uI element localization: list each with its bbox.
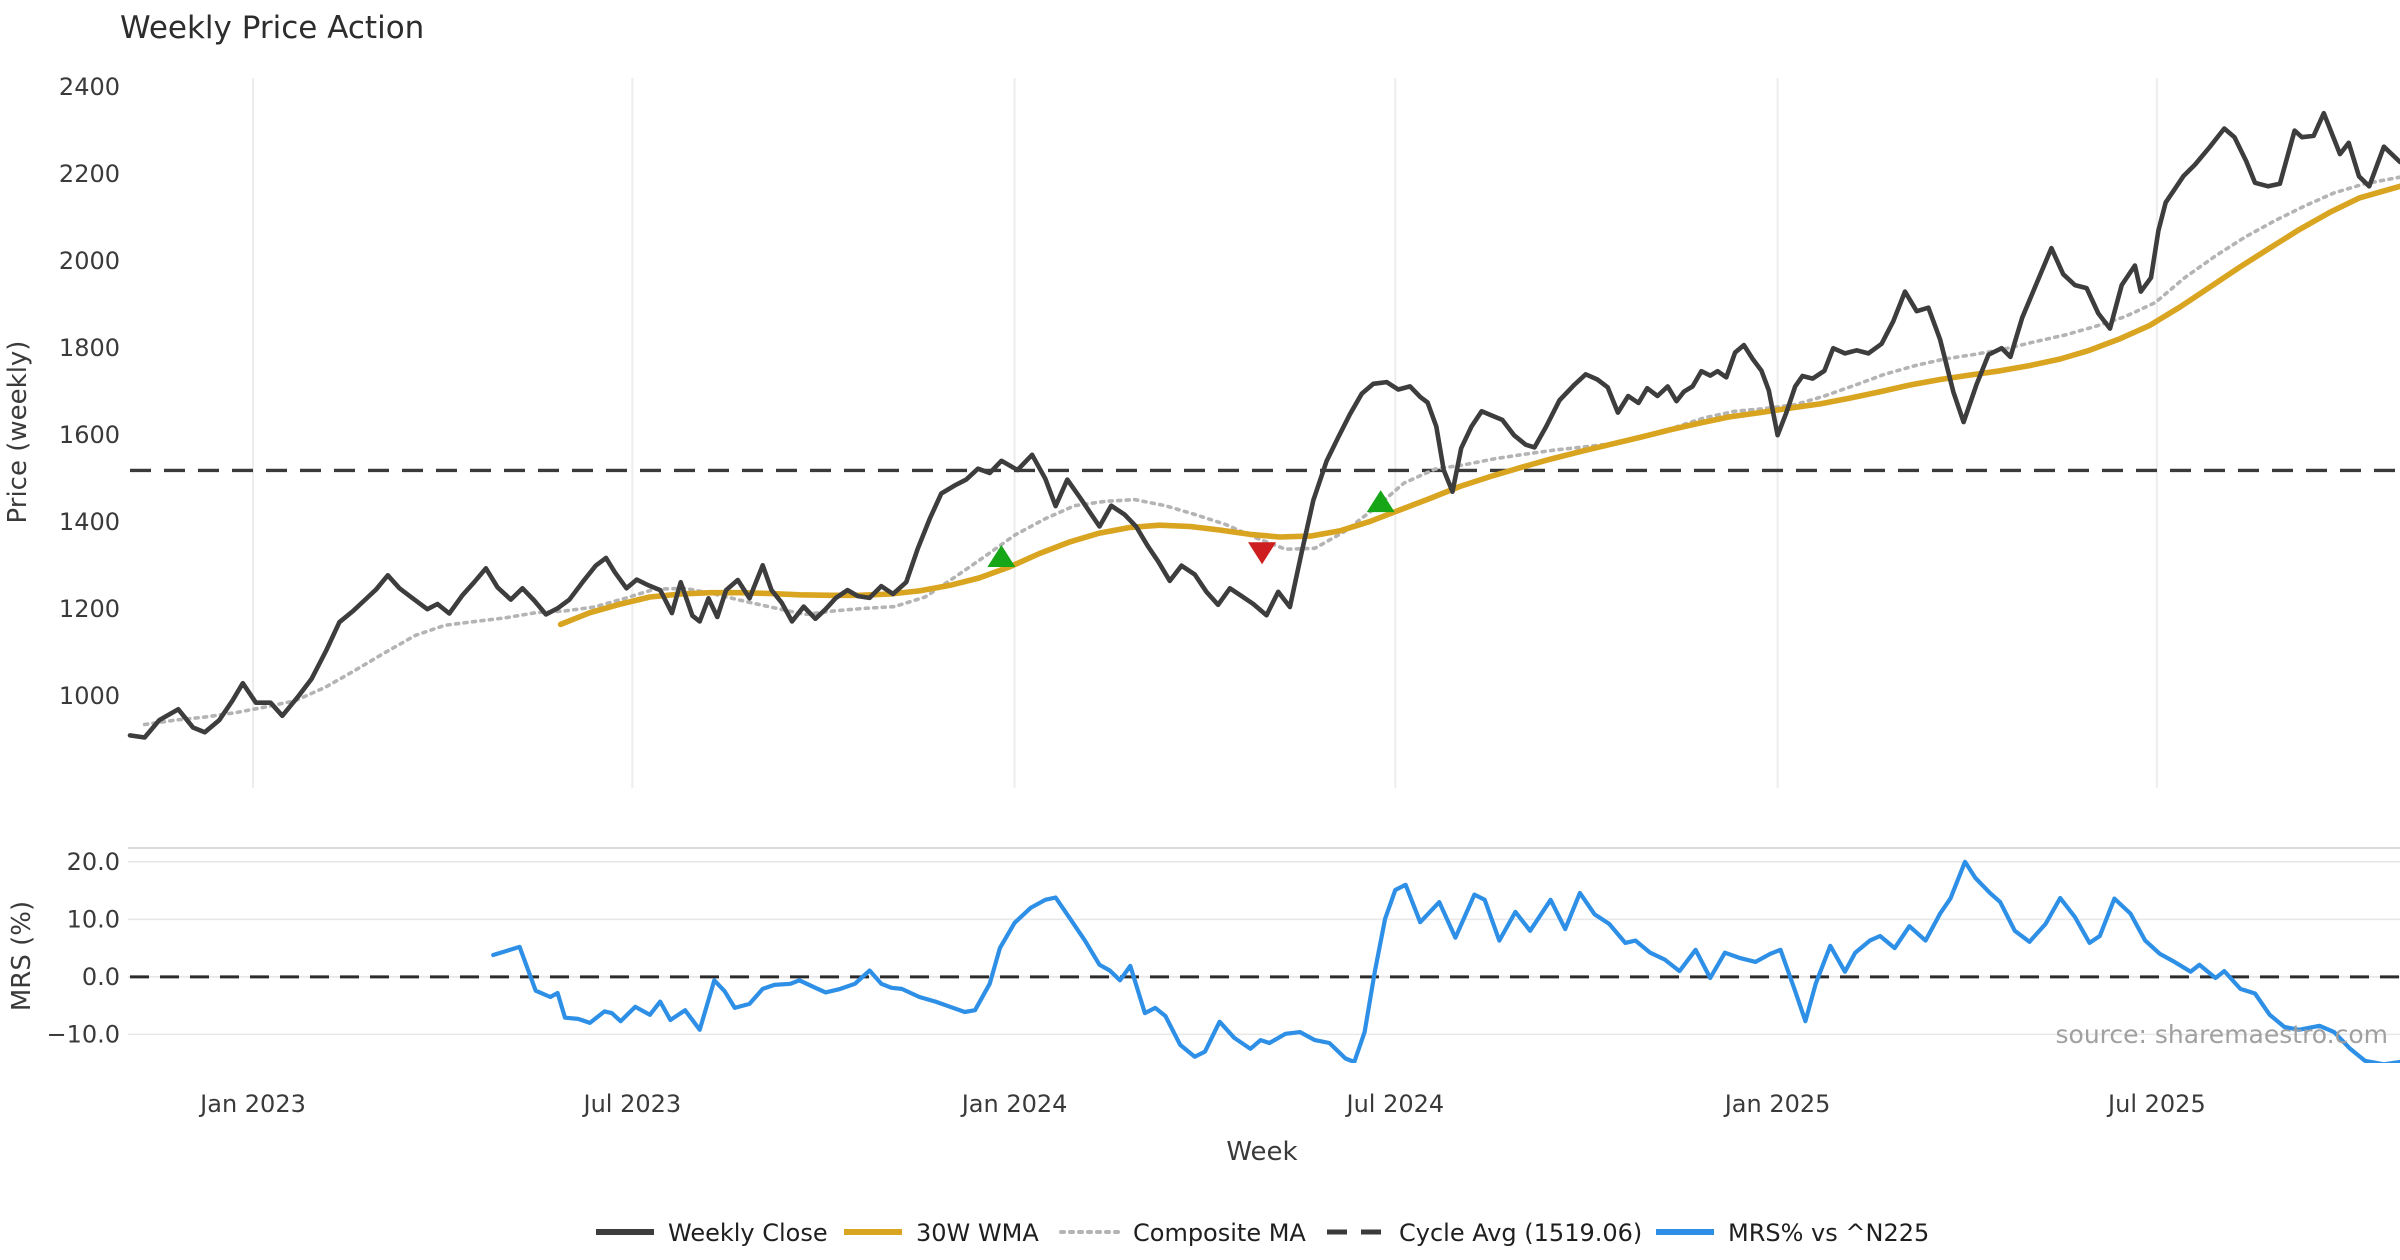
legend-label-0: Weekly Close	[668, 1219, 828, 1247]
week-axis-title: Week	[1226, 1137, 1297, 1167]
mrs-tick-−10.0: −10.0	[46, 1020, 120, 1048]
price-tick-2400: 2400	[59, 73, 120, 101]
x-tick-Jul-2023: Jul 2023	[581, 1090, 681, 1118]
weekly-close-line	[127, 110, 2400, 740]
x-tick-Jan-2023: Jan 2023	[198, 1090, 306, 1118]
price-tick-1200: 1200	[59, 595, 120, 623]
x-tick-Jul-2024: Jul 2024	[1345, 1090, 1445, 1118]
wma-30w-line	[557, 183, 2400, 628]
chart-title: Weekly Price Action	[120, 10, 424, 46]
triangle-up-marker-0	[987, 544, 1016, 567]
source-credit: source: sharemaestro.com	[2056, 1020, 2389, 1049]
legend-label-2: Composite MA	[1133, 1219, 1306, 1247]
legend-label-3: Cycle Avg (1519.06)	[1399, 1219, 1642, 1247]
mrs-tick-10.0: 10.0	[67, 905, 120, 933]
price-axis-title: Price (weekly)	[3, 341, 33, 524]
mrs-tick-20.0: 20.0	[67, 848, 120, 876]
price-tick-2200: 2200	[59, 160, 120, 188]
chart-series	[127, 110, 2400, 1063]
x-tick-Jul-2025: Jul 2025	[2106, 1090, 2206, 1118]
triangle-up-marker-2	[1366, 490, 1395, 513]
price-tick-1600: 1600	[59, 421, 120, 449]
price-tick-1800: 1800	[59, 334, 120, 362]
triangle-down-marker-1	[1248, 542, 1277, 565]
mrs-tick-0.0: 0.0	[82, 963, 120, 991]
axis-ticks: 1000 1200 1400 1600 1800 2000 2200 2400 −10.0 0.0…	[46, 73, 2205, 1118]
legend-label-4: MRS% vs ^N225	[1728, 1219, 1929, 1247]
price-tick-1400: 1400	[59, 508, 120, 536]
price-tick-2000: 2000	[59, 247, 120, 275]
mrs-line	[491, 859, 2400, 1063]
composite-ma-line	[142, 175, 2400, 727]
x-tick-Jan-2024: Jan 2024	[960, 1090, 1068, 1118]
x-tick-Jan-2025: Jan 2025	[1723, 1090, 1831, 1118]
legend: Weekly Close 30W WMA Composite MA Cycle Avg…	[596, 1219, 1929, 1247]
legend-label-1: 30W WMA	[916, 1219, 1039, 1247]
price-tick-1000: 1000	[59, 682, 120, 710]
mrs-axis-title: MRS (%)	[7, 901, 37, 1011]
